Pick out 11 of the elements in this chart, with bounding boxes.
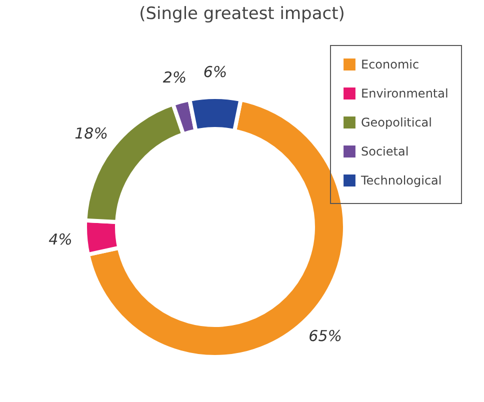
chart-title: (Single greatest impact)	[139, 4, 345, 24]
data-label: 4%	[48, 230, 72, 249]
legend-label: Environmental	[361, 86, 448, 100]
data-label: 65%	[308, 326, 342, 345]
data-label: 6%	[203, 63, 228, 81]
legend-label: Economic	[361, 58, 420, 72]
data-label: 2%	[162, 68, 187, 86]
legend-label: Societal	[361, 144, 409, 158]
data-label: 18%	[74, 124, 108, 143]
legend-label: Geopolitical	[361, 116, 432, 130]
legend-label: Technological	[360, 174, 442, 188]
